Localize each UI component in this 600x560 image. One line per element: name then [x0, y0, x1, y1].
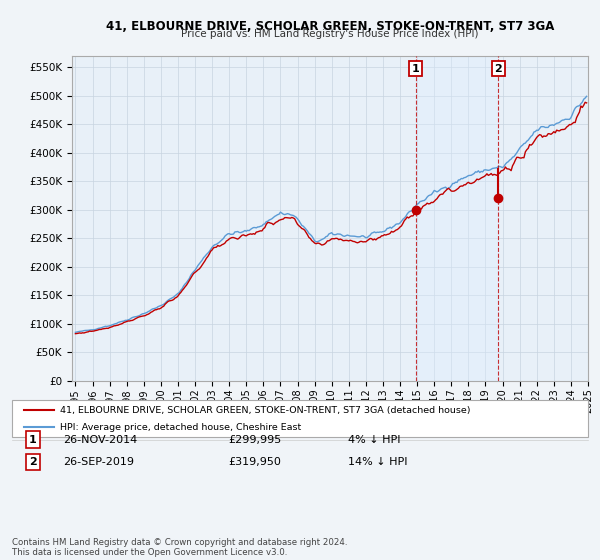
- Text: £299,995: £299,995: [228, 435, 281, 445]
- Text: 41, ELBOURNE DRIVE, SCHOLAR GREEN, STOKE-ON-TRENT, ST7 3GA (detached house): 41, ELBOURNE DRIVE, SCHOLAR GREEN, STOKE…: [60, 406, 470, 415]
- Text: 2: 2: [494, 63, 502, 73]
- Text: 1: 1: [29, 435, 37, 445]
- Text: 2: 2: [29, 457, 37, 467]
- Text: Price paid vs. HM Land Registry's House Price Index (HPI): Price paid vs. HM Land Registry's House …: [181, 29, 479, 39]
- Text: 14% ↓ HPI: 14% ↓ HPI: [348, 457, 407, 467]
- Text: 26-NOV-2014: 26-NOV-2014: [63, 435, 137, 445]
- Text: Contains HM Land Registry data © Crown copyright and database right 2024.
This d: Contains HM Land Registry data © Crown c…: [12, 538, 347, 557]
- Bar: [416, 56, 498, 381]
- Text: 4% ↓ HPI: 4% ↓ HPI: [348, 435, 401, 445]
- Text: 26-SEP-2019: 26-SEP-2019: [63, 457, 134, 467]
- Text: £319,950: £319,950: [228, 457, 281, 467]
- Text: HPI: Average price, detached house, Cheshire East: HPI: Average price, detached house, Ches…: [60, 423, 301, 432]
- Text: 41, ELBOURNE DRIVE, SCHOLAR GREEN, STOKE-ON-TRENT, ST7 3GA: 41, ELBOURNE DRIVE, SCHOLAR GREEN, STOKE…: [106, 20, 554, 32]
- Text: 1: 1: [412, 63, 419, 73]
